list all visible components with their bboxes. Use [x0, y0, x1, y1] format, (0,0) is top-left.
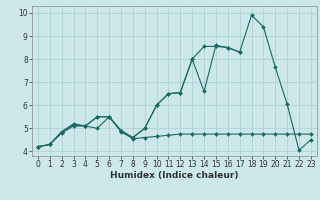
- X-axis label: Humidex (Indice chaleur): Humidex (Indice chaleur): [110, 171, 239, 180]
